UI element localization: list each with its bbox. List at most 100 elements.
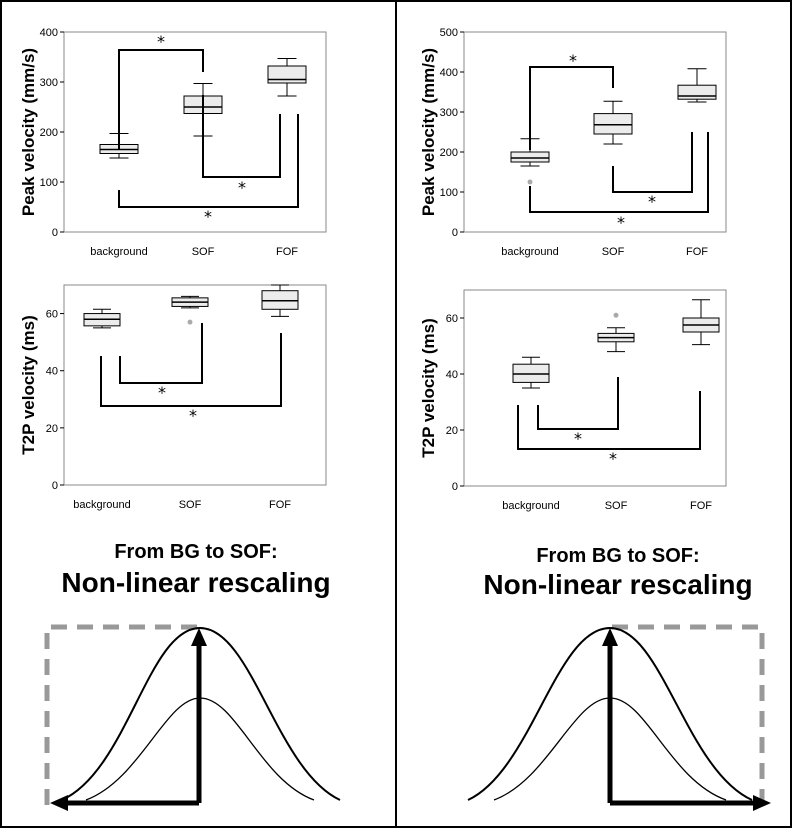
y-tick-label: 300: [40, 77, 58, 89]
y-tick-label: 0: [52, 227, 58, 239]
significance-star: *: [158, 383, 166, 402]
category-label: background: [90, 246, 148, 258]
y-axis-label: Peak velocity (mm/s): [19, 48, 38, 216]
box-FOF: [682, 299, 720, 346]
significance-bracket: *: [537, 377, 619, 448]
category-label: FOF: [686, 246, 708, 258]
outlier-point: [527, 179, 533, 185]
significance-bracket: *: [118, 32, 204, 150]
left-caption-line1: From BG to SOF:: [114, 541, 277, 563]
significance-bracket: *: [529, 51, 614, 150]
significance-bracket: *: [100, 333, 282, 425]
bracket-line: [529, 66, 614, 150]
significance-star: *: [617, 213, 625, 232]
significance-star: *: [609, 449, 617, 468]
significance-bracket: *: [119, 323, 203, 402]
box-plot-4: 0 20 40 60 T2P velocity (ms) background SOF FOF…: [419, 289, 727, 512]
iqr-box: [593, 113, 633, 135]
significance-star: *: [648, 192, 656, 211]
right-arrowhead: [753, 795, 771, 811]
bracket-line: [100, 333, 282, 407]
bracket-line: [517, 391, 701, 450]
category-label: SOF: [192, 246, 215, 258]
y-tick-label: 200: [40, 127, 58, 139]
y-tick-label: 400: [440, 67, 458, 79]
left-arrowhead: [50, 795, 68, 811]
significance-star: *: [157, 32, 165, 51]
significance-star: *: [569, 51, 577, 70]
box-background: [512, 356, 550, 389]
left-dashed-box: [44, 624, 197, 805]
category-label: FOF: [276, 246, 298, 258]
bracket-line: [202, 95, 281, 178]
right-rescaling-diagram: [467, 624, 771, 811]
bracket-line: [537, 377, 619, 430]
y-tick-label: 200: [440, 147, 458, 159]
bracket-line: [612, 132, 693, 193]
y-tick-label: 40: [46, 366, 58, 378]
category-label: background: [501, 246, 559, 258]
y-tick-label: 500: [440, 27, 458, 39]
box-FOF: [261, 284, 299, 317]
y-tick-label: 0: [52, 480, 58, 492]
box-SOF: [171, 295, 209, 325]
box-SOF: [597, 312, 635, 353]
plot-area: [463, 31, 727, 233]
significance-star: *: [574, 429, 582, 448]
right-dashed-box: [612, 624, 765, 805]
significance-star: *: [204, 207, 212, 226]
significance-bracket: *: [517, 391, 701, 468]
box-SOF: [593, 100, 633, 145]
significance-bracket: *: [202, 95, 281, 197]
right-caption-line1: From BG to SOF:: [536, 545, 699, 567]
category-label: SOF: [605, 500, 628, 512]
left-outer-curve: [61, 626, 341, 801]
y-tick-label: 100: [440, 187, 458, 199]
left-rescaling-diagram: [44, 624, 341, 811]
y-axis-label: Peak velocity (mm/s): [419, 48, 438, 216]
right-caption-line2: Non-linear rescaling: [483, 569, 752, 600]
iqr-box: [267, 65, 307, 84]
y-tick-label: 40: [446, 369, 458, 381]
box-background: [83, 308, 121, 329]
category-label: background: [502, 500, 560, 512]
plot-area: [63, 284, 327, 486]
significance-bracket: *: [612, 132, 693, 211]
y-tick-label: 60: [446, 313, 458, 325]
bracket-line: [118, 114, 299, 208]
bracket-line: [119, 323, 203, 384]
significance-bracket: *: [529, 132, 709, 232]
category-label: SOF: [602, 246, 625, 258]
box-plot-3: 0 20 40 60 T2P velocity (ms) background SOF FOF…: [19, 284, 327, 511]
right-up-arrowhead: [602, 628, 618, 646]
plot-area: [463, 289, 727, 487]
significance-star: *: [189, 406, 197, 425]
box-FOF: [677, 68, 717, 103]
category-label: FOF: [690, 500, 712, 512]
category-label: SOF: [179, 499, 202, 511]
y-tick-label: 60: [46, 309, 58, 321]
significance-star: *: [238, 178, 246, 197]
y-tick-label: 300: [440, 107, 458, 119]
outlier-point: [187, 319, 193, 325]
significance-bracket: *: [118, 114, 299, 226]
left-caption-line2: Non-linear rescaling: [61, 567, 330, 598]
category-label: FOF: [269, 499, 291, 511]
iqr-box: [510, 151, 550, 163]
y-tick-label: 0: [452, 481, 458, 493]
bracket-line: [118, 49, 204, 150]
y-tick-label: 0: [452, 227, 458, 239]
y-tick-label: 20: [46, 423, 58, 435]
left-up-arrowhead: [191, 628, 207, 646]
box-FOF: [267, 58, 307, 97]
category-label: background: [73, 499, 131, 511]
iqr-box: [677, 84, 717, 100]
y-tick-label: 20: [446, 425, 458, 437]
y-axis-label: T2P velocity (ms): [19, 315, 38, 455]
outlier-point: [613, 312, 619, 318]
y-axis-label: T2P velocity (ms): [419, 318, 438, 458]
